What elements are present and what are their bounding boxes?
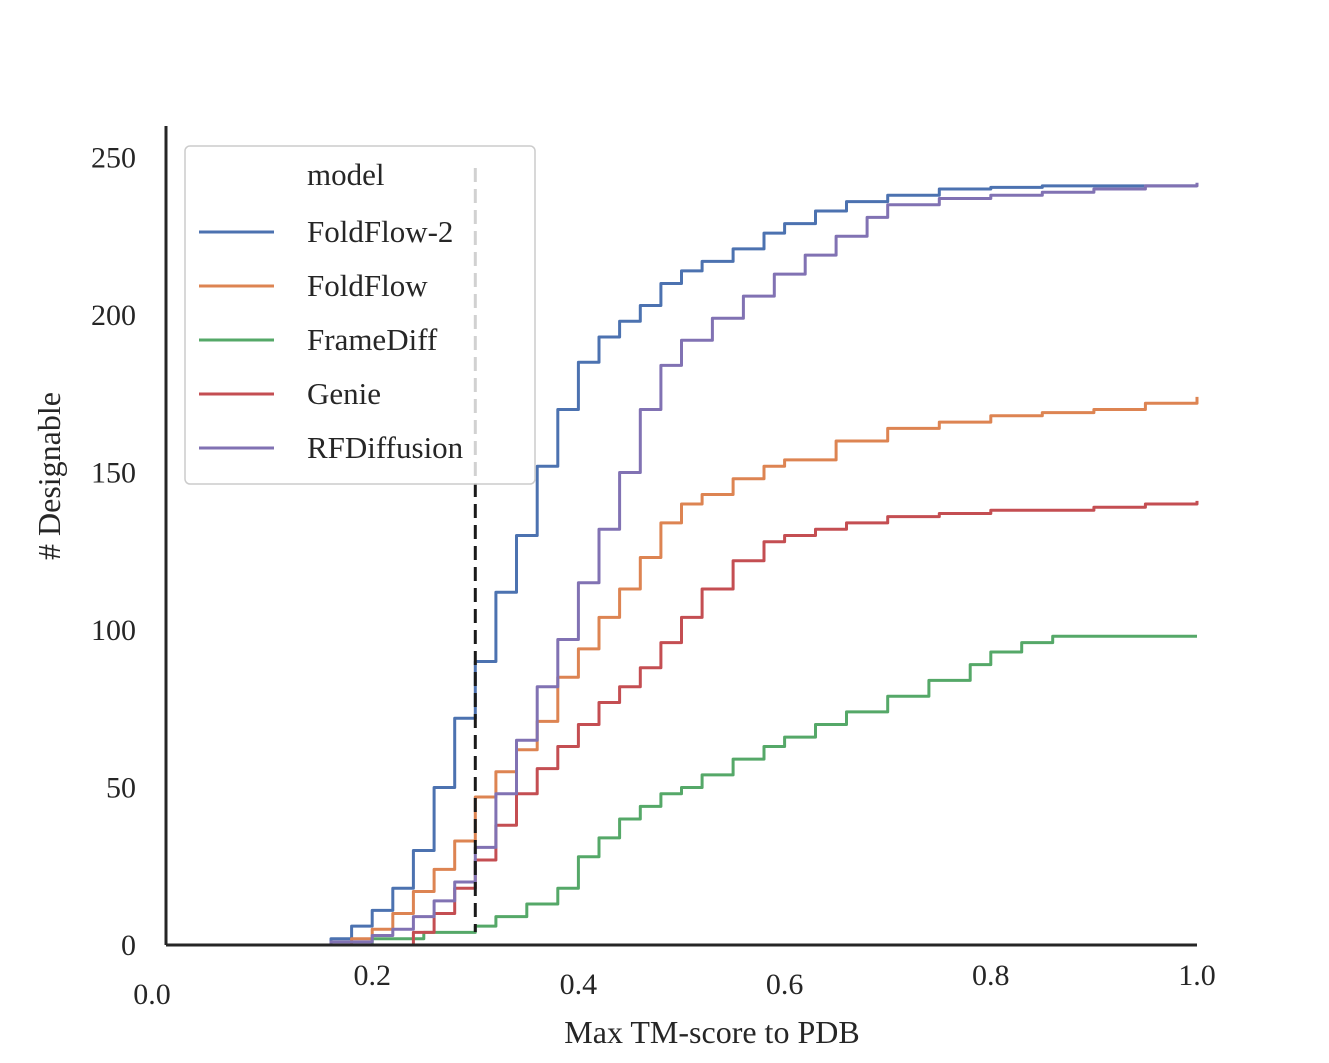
- legend-items: FoldFlow-2 FoldFlow FrameDiff Genie RFDiffus…: [199, 214, 464, 465]
- x-axis-label: Max TM-score to PDB: [564, 1014, 859, 1050]
- y-tick-label: 0: [121, 929, 136, 962]
- legend-label: FoldFlow: [307, 268, 428, 303]
- y-tick-label: 50: [106, 772, 136, 805]
- x-tick-label: 0.6: [766, 968, 804, 1001]
- series-line-foldflow: [166, 396, 1199, 947]
- x-tick-label: 0.2: [353, 959, 391, 992]
- x-tick-label: 0.4: [560, 968, 598, 1001]
- x-tick-label: 0.8: [972, 959, 1010, 992]
- legend-label: FrameDiff: [307, 322, 438, 357]
- y-tick-label: 200: [91, 299, 136, 332]
- legend: model FoldFlow-2 FoldFlow FrameDiff Genie RF…: [184, 145, 536, 485]
- x-tick-labels: 0.0 0.2 0.4 0.6 0.8 1.0: [133, 959, 1216, 1011]
- y-tick-labels: 0 50 100 150 200 250: [91, 142, 136, 963]
- x-tick-label: 0.0: [133, 978, 171, 1011]
- y-tick-label: 250: [91, 142, 136, 175]
- series-layer: [166, 182, 1199, 947]
- y-tick-label: 100: [91, 614, 136, 647]
- series-line-rfdiffusion: [166, 182, 1199, 947]
- legend-label: RFDiffusion: [307, 430, 464, 465]
- series-line-foldflow-2: [166, 184, 1197, 947]
- series-line-genie: [166, 500, 1199, 947]
- x-tick-label: 1.0: [1178, 959, 1216, 992]
- y-axis-label: # Designable: [31, 392, 67, 560]
- legend-label: FoldFlow-2: [307, 214, 453, 249]
- legend-title: model: [307, 157, 385, 192]
- legend-label: Genie: [307, 376, 381, 411]
- y-tick-label: 150: [91, 457, 136, 490]
- series-line-framediff: [166, 634, 1197, 947]
